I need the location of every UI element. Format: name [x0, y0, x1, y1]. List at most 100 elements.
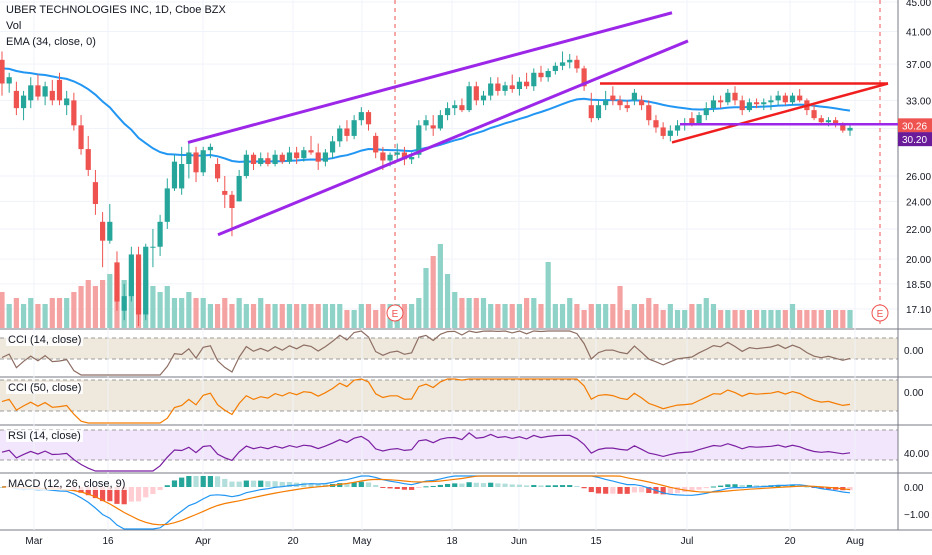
candle-body [150, 246, 156, 248]
macd-histogram-bar [143, 487, 149, 498]
candle-body [617, 100, 623, 106]
macd-histogram-bar [545, 485, 551, 487]
volume-bar [473, 298, 479, 328]
macd-histogram-bar [387, 487, 393, 489]
macd-histogram-bar [567, 485, 573, 487]
macd-histogram-bar [423, 486, 429, 488]
volume-bar [452, 292, 458, 328]
volume-bar [250, 304, 257, 328]
macd-histogram-bar [373, 485, 379, 487]
volume-bar [682, 310, 688, 328]
candle-body [294, 152, 300, 159]
candle-body [725, 92, 731, 103]
volume-bar [294, 304, 300, 328]
macd-histogram-bar [516, 484, 523, 487]
current-price-label: 30.26 [902, 121, 927, 132]
macd-histogram-bar [351, 482, 357, 487]
volume-bar [495, 304, 501, 328]
x-tick-label: Mar [25, 536, 43, 547]
candle-body [42, 86, 48, 97]
macd-histogram-bar [459, 483, 465, 487]
candle-body [502, 85, 508, 91]
x-tick-label: 16 [102, 536, 114, 547]
candle-body [789, 95, 796, 103]
volume-bar [20, 304, 27, 328]
chart-title: UBER TECHNOLOGIES INC, 1D, Cboe BZX [6, 4, 226, 16]
candle-body [100, 221, 106, 241]
indicator-band [0, 430, 898, 460]
candle-body [207, 146, 214, 151]
volume-bar [746, 310, 752, 328]
candle-body [344, 128, 350, 136]
macd-histogram-bar [337, 483, 343, 487]
x-tick-label: 15 [590, 536, 602, 547]
volume-bar [279, 304, 285, 328]
candle-body [200, 150, 206, 173]
volume-bar [667, 304, 673, 328]
candle-body [128, 254, 134, 297]
x-tick-label: 18 [446, 536, 458, 547]
macd-histogram-bar [818, 487, 824, 489]
candle-body [718, 100, 724, 103]
candle-body [524, 81, 530, 87]
candle-body [761, 102, 767, 105]
volume-bar [92, 286, 99, 328]
macd-histogram-bar [531, 485, 537, 487]
candle-body [466, 86, 472, 111]
candle-body [588, 105, 594, 119]
volume-bar [689, 304, 695, 328]
x-tick-label: Jun [511, 536, 527, 547]
volume-bar [358, 304, 364, 328]
volume-bar [42, 304, 48, 328]
macd-histogram-bar [171, 480, 178, 487]
cci14-line [1, 330, 851, 376]
volume-bar [818, 310, 824, 328]
x-tick-label: Aug [846, 536, 864, 547]
indicator-tick-label: 0.00 [904, 388, 924, 399]
candle-body [394, 152, 400, 155]
volume-bar [789, 304, 796, 328]
macd-histogram-bar [186, 476, 192, 487]
macd-histogram-bar [214, 476, 221, 487]
candle-body [416, 125, 422, 155]
legend-ema: EMA (34, close, 0) [6, 36, 96, 48]
volume-bar [660, 310, 666, 328]
macd-histogram-bar [128, 487, 134, 502]
macd-histogram-bar [100, 487, 106, 502]
macd-histogram-bar [315, 484, 321, 487]
candle-body [437, 115, 443, 129]
candle-body [236, 175, 242, 202]
earnings-marker [386, 304, 404, 322]
y-tick-label: 45.00 [906, 0, 931, 9]
volume-bar [64, 298, 70, 328]
volume-bar [409, 304, 415, 328]
y-tick-label: 22.00 [906, 225, 931, 236]
macd-histogram-bar [718, 485, 724, 487]
volume-bar [28, 298, 34, 328]
candle-body [243, 154, 249, 176]
macd-histogram-bar [207, 476, 214, 487]
candle-body [6, 77, 12, 84]
candle-body [272, 154, 278, 164]
macd-histogram-bar [739, 484, 745, 487]
candle-body [365, 112, 372, 125]
candle-body [653, 120, 659, 128]
channel-upper-line [187, 11, 673, 144]
macd-histogram-bar [703, 487, 709, 489]
macd-histogram-bar [480, 483, 487, 487]
macd-histogram-bar [243, 480, 249, 487]
macd-histogram-bar [452, 483, 458, 487]
candle-body [214, 164, 221, 179]
volume-bar [265, 304, 271, 328]
candle-body [358, 112, 364, 121]
volume-bar [207, 304, 214, 328]
candle-body [567, 59, 573, 63]
volume-bar [286, 304, 293, 328]
candle-body [179, 164, 185, 189]
volume-bar [49, 298, 55, 328]
volume-bar [193, 298, 199, 328]
candle-body [581, 68, 587, 87]
macd-histogram-bar [581, 487, 587, 489]
macd-line [1, 475, 851, 530]
